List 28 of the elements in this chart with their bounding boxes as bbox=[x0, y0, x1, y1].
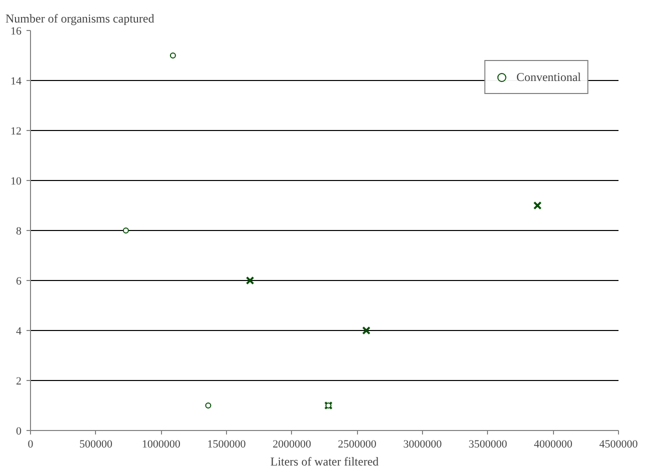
y-axis-title: Number of organisms captured bbox=[6, 12, 154, 26]
point bbox=[362, 326, 370, 335]
legend-label: Conventional bbox=[516, 70, 581, 84]
x-axis-title: Liters of water filtered bbox=[270, 454, 379, 468]
x-tick-label: 1500000 bbox=[207, 438, 246, 450]
x-tick-label: 1000000 bbox=[142, 438, 181, 450]
y-tick-label: 2 bbox=[16, 376, 22, 388]
x-tick-label: 4000000 bbox=[534, 438, 573, 450]
x-tick-label: 2000000 bbox=[272, 438, 312, 450]
point bbox=[246, 276, 254, 285]
point bbox=[122, 228, 129, 234]
point bbox=[170, 52, 176, 58]
point bbox=[533, 201, 542, 210]
x-tick-label: 4500000 bbox=[599, 438, 638, 450]
point bbox=[205, 402, 212, 408]
x-tick-label: 0 bbox=[28, 438, 34, 450]
y-tick-label: 4 bbox=[16, 326, 22, 338]
y-tick-label: 8 bbox=[16, 226, 22, 238]
x-tick-label: 3500000 bbox=[468, 438, 508, 450]
y-tick-label: 0 bbox=[16, 426, 22, 438]
y-tick-label: 10 bbox=[10, 176, 22, 188]
x-tick-label: 3000000 bbox=[403, 438, 442, 450]
y-tick-label: 16 bbox=[10, 26, 22, 38]
x-tick-label: 500000 bbox=[79, 438, 113, 450]
x-tick-label: 2500000 bbox=[338, 438, 377, 450]
y-tick-label: 12 bbox=[10, 126, 22, 138]
y-tick-label: 14 bbox=[10, 76, 22, 88]
y-tick-label: 6 bbox=[16, 276, 22, 288]
